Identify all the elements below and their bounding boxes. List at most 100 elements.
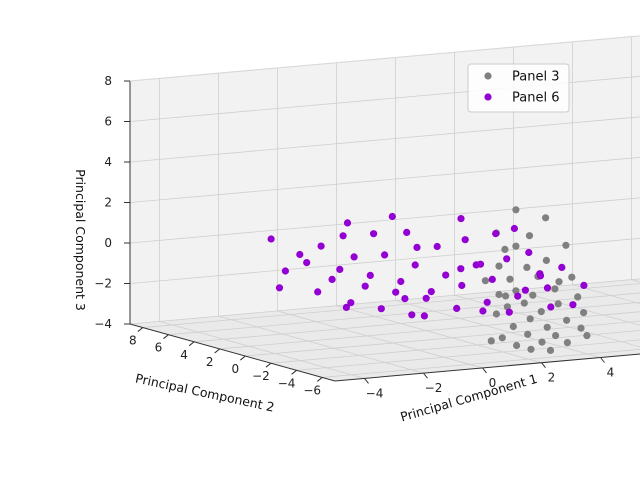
data-point-panel-6 bbox=[388, 212, 396, 221]
z-tick-label: 0 bbox=[104, 236, 112, 250]
y-tick-label: 0 bbox=[231, 362, 239, 376]
grid-line bbox=[218, 315, 424, 374]
y-tick-label: −6 bbox=[303, 383, 321, 397]
z-axis-label: Principal Component 3 bbox=[73, 169, 88, 311]
data-point-panel-6 bbox=[317, 242, 325, 250]
data-point-panel-6 bbox=[543, 284, 552, 292]
data-point-panel-6 bbox=[422, 294, 430, 302]
z-tick-label: 6 bbox=[104, 115, 112, 129]
y-tick-label: 4 bbox=[180, 348, 188, 362]
data-point-panel-3 bbox=[563, 316, 571, 324]
data-point-panel-3 bbox=[555, 278, 563, 286]
data-points bbox=[267, 206, 591, 354]
data-point-panel-6 bbox=[343, 219, 352, 227]
data-point-panel-3 bbox=[562, 241, 570, 249]
grid-line bbox=[219, 311, 640, 350]
y-tick-mark bbox=[188, 341, 195, 347]
legend-marker-panel-3 bbox=[484, 72, 492, 80]
data-point-panel-6 bbox=[267, 235, 275, 243]
data-point-panel-6 bbox=[366, 271, 374, 279]
data-point-panel-6 bbox=[392, 288, 400, 296]
data-point-panel-6 bbox=[479, 307, 487, 315]
data-point-panel-3 bbox=[543, 323, 551, 331]
y-tick-mark bbox=[240, 355, 246, 361]
data-point-panel-3 bbox=[542, 214, 550, 222]
data-point-panel-6 bbox=[483, 298, 491, 306]
data-point-panel-3 bbox=[552, 332, 560, 340]
data-point-panel-3 bbox=[525, 232, 534, 240]
data-point-panel-6 bbox=[488, 275, 496, 283]
x-tick-label: 0 bbox=[489, 376, 497, 390]
data-point-panel-6 bbox=[580, 281, 588, 289]
data-point-panel-3 bbox=[583, 332, 591, 340]
data-point-panel-6 bbox=[303, 259, 311, 267]
data-point-panel-6 bbox=[536, 272, 545, 280]
data-point-panel-3 bbox=[537, 308, 545, 316]
data-point-panel-6 bbox=[350, 253, 358, 261]
data-point-panel-3 bbox=[577, 324, 585, 332]
data-point-panel-3 bbox=[503, 303, 511, 311]
data-point-panel-6 bbox=[458, 281, 466, 290]
grid-line bbox=[270, 330, 640, 364]
data-point-panel-3 bbox=[580, 309, 588, 317]
data-point-panel-6 bbox=[342, 303, 350, 311]
x-tick-label: 4 bbox=[607, 366, 615, 380]
data-point-panel-3 bbox=[563, 339, 572, 347]
data-point-panel-6 bbox=[408, 311, 416, 319]
data-point-panel-6 bbox=[525, 248, 533, 257]
data-point-panel-3 bbox=[495, 290, 503, 299]
data-point-panel-3 bbox=[524, 330, 532, 338]
x-tick-mark bbox=[482, 367, 487, 374]
x-axis-label: Principal Component 1 bbox=[399, 371, 539, 424]
data-point-panel-3 bbox=[568, 273, 576, 281]
y-tick-label: 6 bbox=[155, 341, 163, 355]
data-point-panel-6 bbox=[296, 250, 304, 259]
grid-line bbox=[336, 305, 542, 364]
grid-line bbox=[245, 320, 640, 357]
data-point-panel-6 bbox=[427, 288, 435, 296]
data-point-panel-6 bbox=[505, 308, 513, 316]
legend: Panel 3 Panel 6 bbox=[467, 63, 570, 113]
grid-line bbox=[129, 237, 640, 284]
grid-line bbox=[129, 156, 640, 203]
data-point-panel-3 bbox=[526, 315, 534, 323]
data-point-panel-6 bbox=[411, 261, 419, 269]
data-point-panel-6 bbox=[547, 303, 555, 311]
data-point-panel-6 bbox=[521, 286, 530, 294]
grid-line bbox=[572, 284, 640, 305]
data-point-panel-6 bbox=[457, 215, 465, 223]
data-point-panel-6 bbox=[514, 292, 522, 300]
data-point-panel-6 bbox=[558, 263, 566, 271]
data-point-panel-3 bbox=[527, 345, 535, 353]
data-point-panel-6 bbox=[336, 265, 344, 273]
data-point-panel-6 bbox=[503, 255, 511, 263]
y-tick-mark bbox=[137, 327, 144, 332]
z-tick-label: −2 bbox=[94, 277, 112, 291]
data-point-panel-3 bbox=[538, 338, 546, 346]
data-point-panel-6 bbox=[339, 232, 347, 240]
data-point-panel-3 bbox=[574, 293, 582, 301]
top-edge-line bbox=[129, 35, 640, 82]
grid-line bbox=[129, 197, 640, 244]
grid-line bbox=[129, 116, 640, 163]
data-point-panel-6 bbox=[281, 267, 289, 275]
data-point-panel-3 bbox=[523, 263, 531, 271]
data-point-panel-6 bbox=[453, 304, 461, 312]
data-point-panel-6 bbox=[361, 282, 369, 290]
data-point-panel-3 bbox=[512, 242, 520, 250]
grid-line bbox=[513, 289, 640, 326]
y-tick-mark bbox=[163, 334, 169, 340]
y-tick-mark bbox=[291, 369, 297, 375]
y-tick-label: 8 bbox=[129, 334, 137, 348]
grid-line bbox=[322, 348, 640, 378]
data-point-panel-6 bbox=[510, 224, 518, 233]
data-point-panel-6 bbox=[420, 312, 428, 320]
data-point-panel-3 bbox=[502, 292, 510, 300]
data-point-panel-3 bbox=[498, 334, 506, 342]
x-tick-mark bbox=[541, 362, 546, 369]
y-tick-mark bbox=[214, 348, 220, 354]
data-point-panel-3 bbox=[512, 206, 520, 214]
data-point-panel-6 bbox=[381, 251, 389, 259]
data-point-panel-3 bbox=[513, 341, 521, 350]
z-tick-label: 4 bbox=[104, 155, 112, 169]
